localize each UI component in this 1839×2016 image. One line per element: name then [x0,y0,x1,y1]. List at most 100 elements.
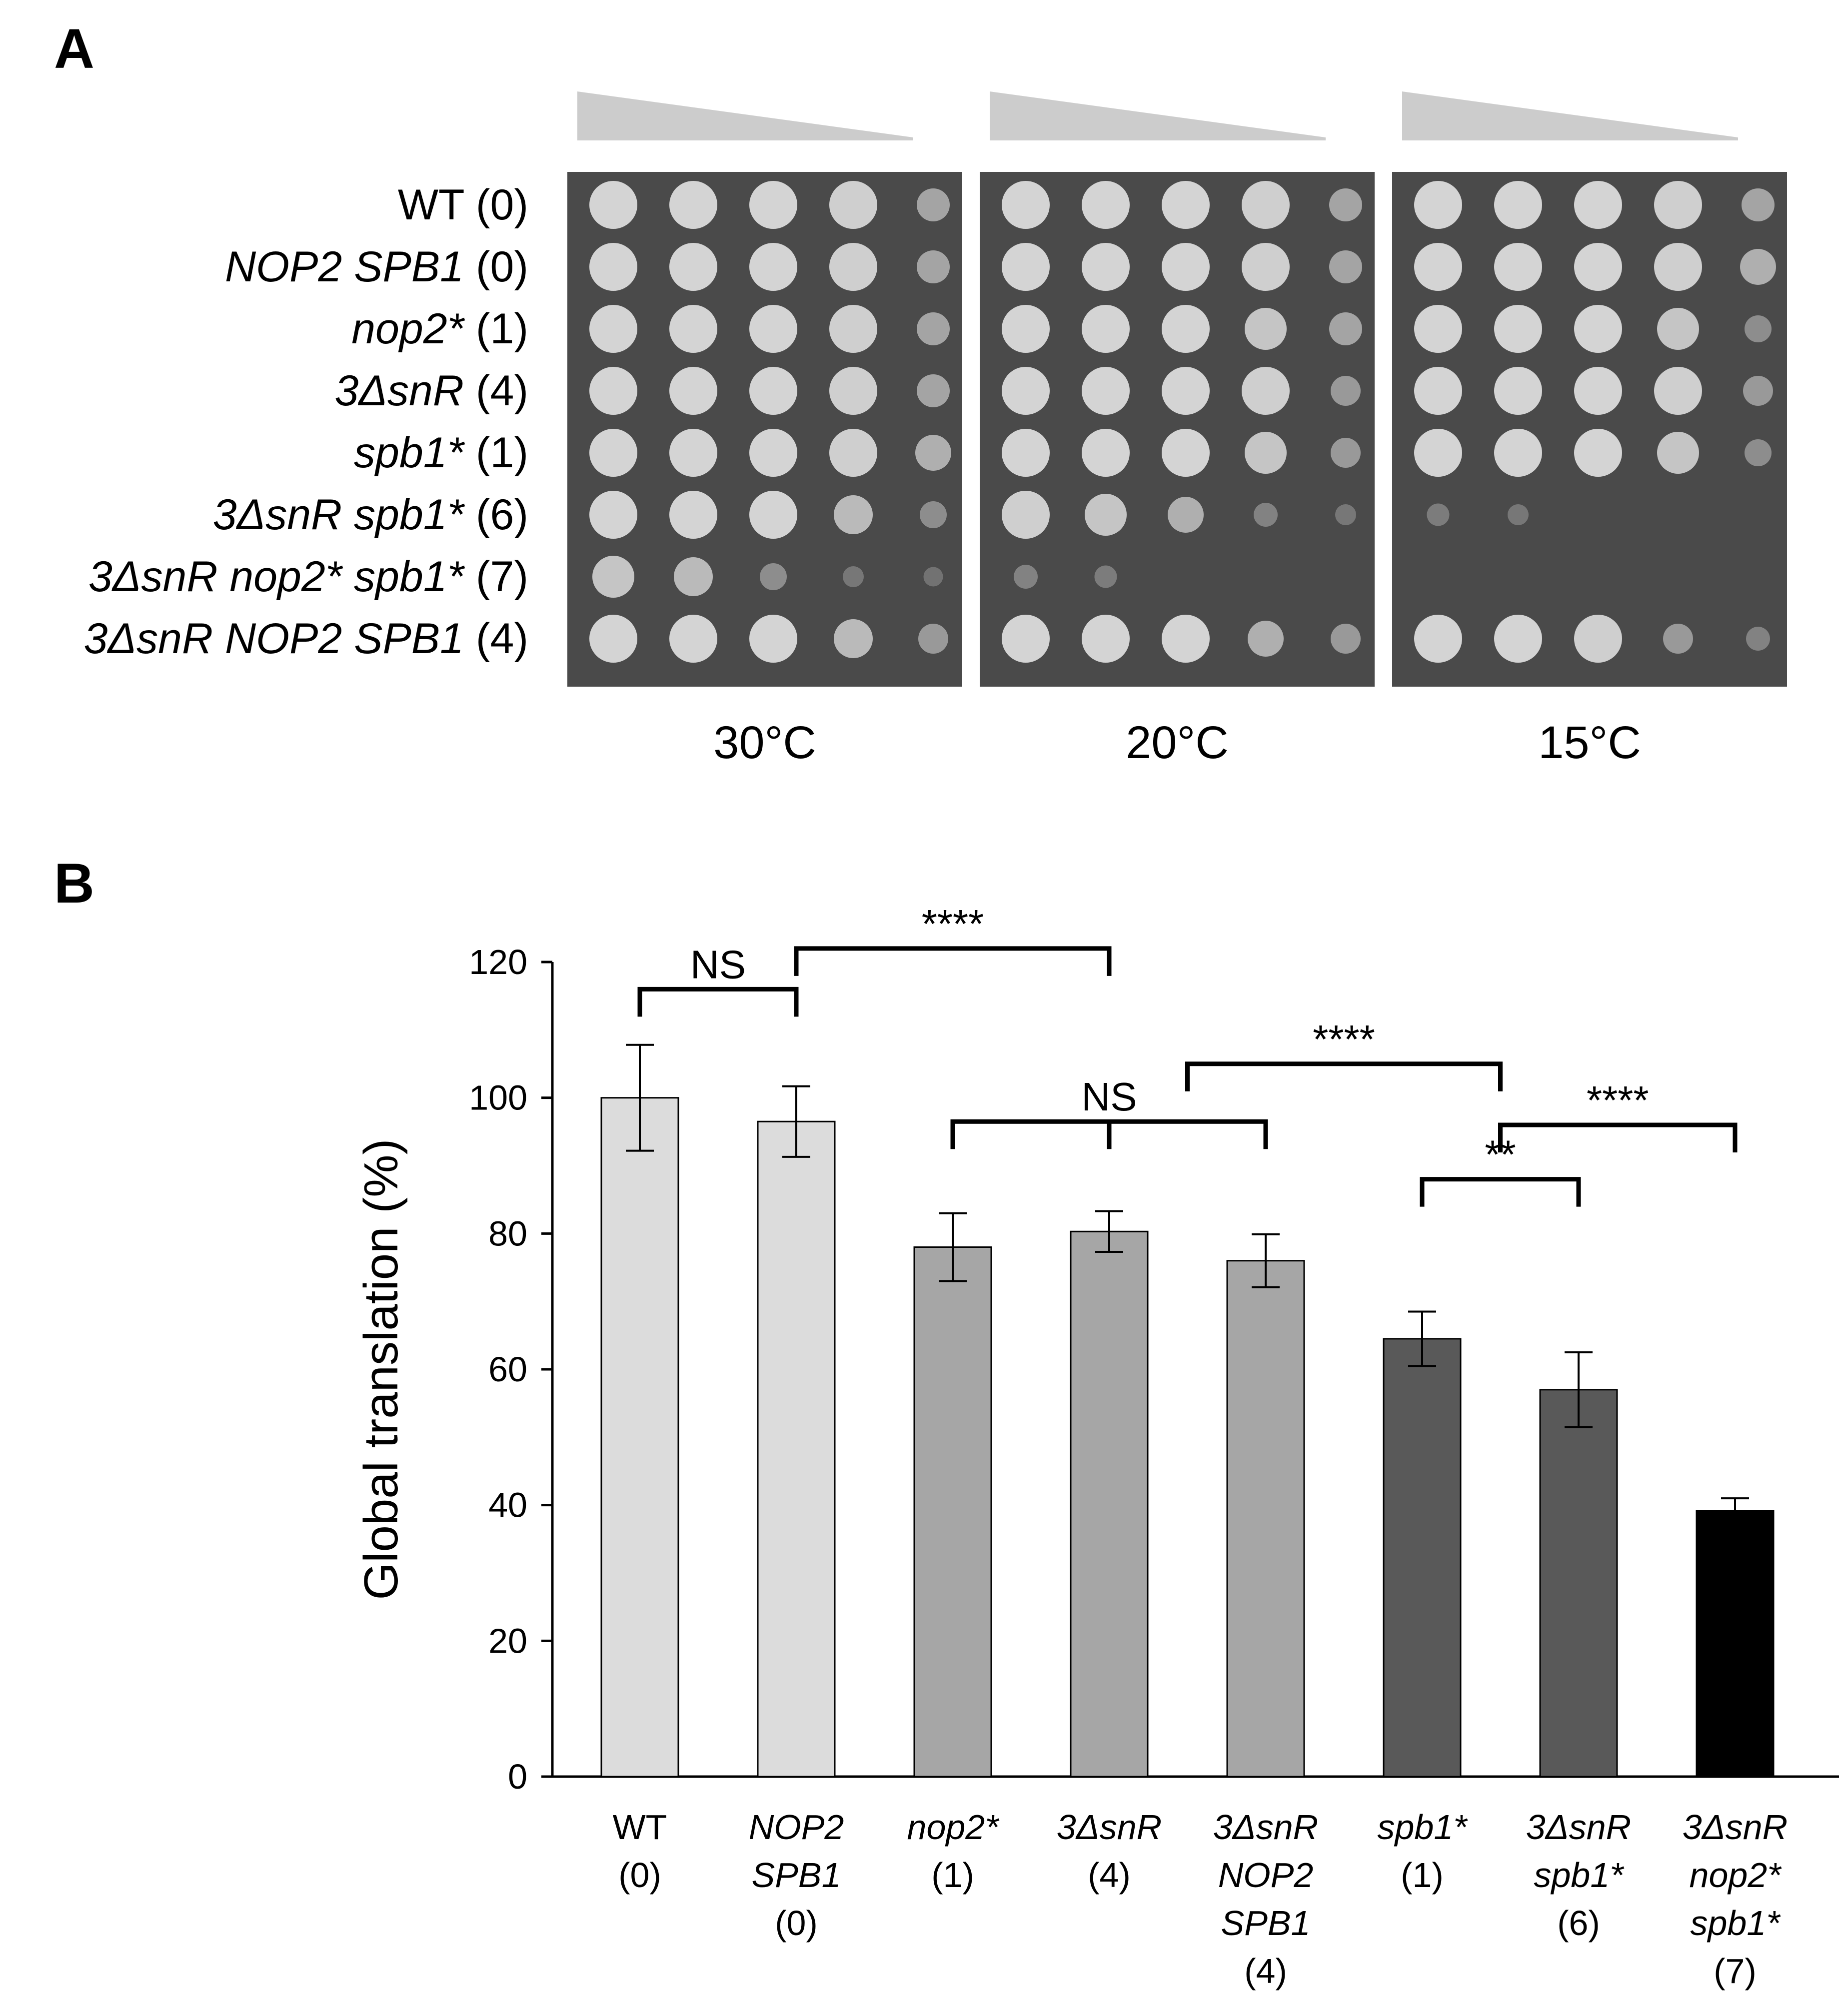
colony-spot [1082,367,1130,415]
colony-spot [917,250,950,283]
colony-spot [829,367,877,415]
colony-spot [1574,367,1622,415]
strain-genotype: spb1* [354,429,464,477]
strain-label: nop2* (1) [351,307,528,350]
significance-bracket [637,987,799,1017]
colony-spot [1654,367,1702,415]
colony-spot [1654,181,1702,229]
colony-spot [749,429,797,477]
colony-spot [669,615,717,663]
significance-label: **** [1313,1017,1375,1061]
y-tick-label: 120 [469,943,527,982]
panel-a-letter: A [54,17,94,80]
colony-spot [669,491,717,539]
y-tick-label: 0 [508,1757,527,1796]
colony-spot [1414,367,1462,415]
colony-spot [749,181,797,229]
colony-spot [917,374,950,407]
y-tick-label: 40 [488,1486,527,1525]
y-axis-label: Global translation (%) [354,1138,408,1600]
dilution-wedge [990,91,1326,140]
significance-label: ** [1485,1132,1516,1177]
colony-spot [1331,376,1361,406]
significance-bracket [950,1119,1268,1149]
strain-genotype: nop2* [351,305,464,353]
strain-label: NOP2 SPB1 (0) [225,245,528,288]
strain-genotype: 3ΔsnR spb1* [212,491,464,539]
x-category-label: (4) [1088,1856,1131,1895]
significance-bracket [1498,1122,1738,1152]
x-category-label: (6) [1557,1904,1600,1943]
agar-plate [980,172,1375,687]
colony-spot [1574,429,1622,477]
dilution-wedge [1402,91,1738,140]
colony-spot [1245,432,1287,474]
x-category-label: spb1* [1534,1856,1625,1895]
x-category-label: 3ΔsnR [1526,1808,1631,1847]
x-category-label: spb1* [1690,1904,1781,1943]
colony-spot [1002,429,1050,477]
colony-spot [1162,243,1210,291]
bar [1070,1230,1149,1778]
colony-spot [1002,491,1050,539]
colony-spot [1574,243,1622,291]
strain-mutation-count: (6) [464,491,528,539]
colony-spot [1085,494,1127,536]
y-tick-label: 20 [488,1621,527,1660]
strain-mutation-count: (4) [464,367,528,415]
colony-spot [589,491,637,539]
colony-spot [915,435,951,471]
x-category-label: (0) [775,1904,818,1943]
x-category-label: NOP2 [1218,1856,1314,1895]
colony-spot [760,563,787,590]
colony-spot [1242,181,1290,229]
colony-spot [669,429,717,477]
colony-spot [1574,305,1622,353]
strain-mutation-count: (0) [464,243,528,291]
x-category-label: 3ΔsnR [1213,1808,1318,1847]
colony-spot [829,181,877,229]
strain-genotype: 3ΔsnR NOP2 SPB1 [83,615,464,663]
colony-spot [1331,624,1361,654]
strain-genotype: WT [397,181,464,229]
x-category-label: (7) [1714,1952,1757,1991]
colony-spot [1329,250,1362,283]
significance-label: **** [1587,1078,1649,1122]
colony-spot [1082,243,1130,291]
colony-spot [1414,429,1462,477]
x-category-label: (1) [1401,1856,1444,1895]
colony-spot [1082,429,1130,477]
temperature-label: 20°C [1126,717,1229,768]
colony-spot [1002,367,1050,415]
colony-spot [749,367,797,415]
strain-mutation-count: (1) [464,429,528,477]
bar [1226,1260,1305,1778]
colony-spot [1414,305,1462,353]
colony-spot [1743,376,1773,406]
colony-spot [829,243,877,291]
colony-spot [1094,565,1117,588]
colony-spot [1494,367,1542,415]
colony-spot [589,243,637,291]
colony-spot [1494,305,1542,353]
colony-spot [1242,243,1290,291]
strain-label: 3ΔsnR (4) [335,369,528,412]
colony-spot [1002,305,1050,353]
strain-genotype: NOP2 SPB1 [225,243,464,291]
colony-spot [669,181,717,229]
colony-spot [1654,243,1702,291]
colony-spot [1329,312,1362,345]
strain-label: 3ΔsnR nop2* spb1* (7) [88,555,528,598]
colony-spot [1657,432,1699,474]
colony-spot [749,305,797,353]
temperature-label: 15°C [1538,717,1641,768]
strain-mutation-count: (7) [464,553,528,601]
temperature-label: 30°C [713,717,816,768]
colony-spot [1082,181,1130,229]
x-category-label: WT [613,1808,667,1847]
significance-label: NS [690,942,746,987]
colony-spot [1508,504,1529,525]
colony-spot [589,181,637,229]
x-category-label: spb1* [1377,1808,1468,1847]
